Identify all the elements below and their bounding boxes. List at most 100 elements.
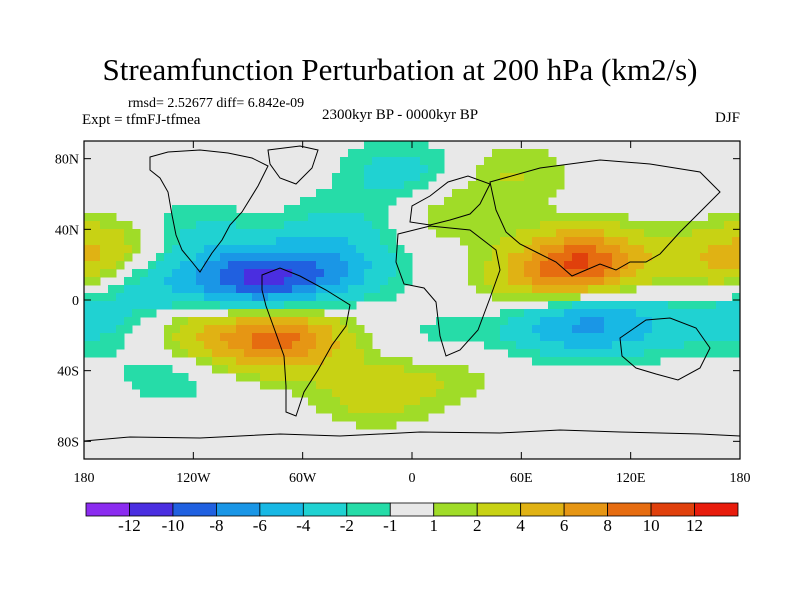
contour-cell [476,253,485,262]
contour-cell [668,349,677,358]
contour-cell [300,373,309,382]
contour-cell [172,381,181,390]
contour-cell [716,245,725,254]
contour-cell [620,341,629,350]
contour-cell [236,333,245,342]
contour-cell [188,317,197,326]
contour-cell [620,357,629,366]
colorbar-label: 8 [603,516,612,535]
contour-cell [284,285,293,294]
contour-cell [468,277,477,286]
contour-cell [204,301,213,310]
contour-cell [212,285,221,294]
contour-cell [580,261,589,270]
contour-cell [724,245,733,254]
contour-cell [244,261,253,270]
contour-cell [164,221,173,230]
contour-cell [612,253,621,262]
contour-cell [652,341,661,350]
contour-cell [508,173,517,182]
contour-cell [372,229,381,238]
contour-cell [708,221,717,230]
contour-cell [444,373,453,382]
contour-cell [708,277,717,286]
contour-cell [300,245,309,254]
contour-cell [284,349,293,358]
contour-cell [276,269,285,278]
contour-cell [604,333,613,342]
contour-cell [524,173,533,182]
contour-cell [420,365,429,374]
contour-cell [316,301,325,310]
contour-cell [452,373,461,382]
contour-cell [516,341,525,350]
coast-asia [489,159,721,277]
contour-cell [156,285,165,294]
contour-cell [204,333,213,342]
contour-cell [300,389,309,398]
contour-cell [292,245,301,254]
contour-cell [356,197,365,206]
contour-cell [348,237,357,246]
colorbar-swatch [215,502,261,517]
contour-cell [684,269,693,278]
contour-cell [412,165,421,174]
contour-cell [732,229,740,238]
contour-cell [404,165,413,174]
contour-cell [324,341,333,350]
contour-cell [588,277,597,286]
contour-cell [436,365,445,374]
contour-cell [364,213,373,222]
contour-cell [492,341,501,350]
contour-cell [124,325,133,334]
contour-cell [132,293,141,302]
contour-cell [356,189,365,198]
contour-cell [84,245,93,254]
contour-cell [164,301,173,310]
contour-cell [604,253,613,262]
contour-cell [516,253,525,262]
contour-cell [92,245,101,254]
lon-tick-label: 60W [289,471,317,486]
contour-cell [692,221,701,230]
contour-cell [724,221,733,230]
contour-cell [132,309,141,318]
contour-cell [204,269,213,278]
contour-cell [732,213,740,222]
contour-cell [540,245,549,254]
contour-cell [372,205,381,214]
contour-cell [340,405,349,414]
contour-cell [692,333,701,342]
contour-cell [532,197,541,206]
contour-cell [652,325,661,334]
contour-cell [220,229,229,238]
contour-cell [140,285,149,294]
contour-cell [668,277,677,286]
contour-cell [284,221,293,230]
colorbar-swatch [650,502,695,517]
contour-cell [204,325,213,334]
contour-cell [636,221,645,230]
contour-cell [516,205,525,214]
contour-cell [692,269,701,278]
contour-cell [316,269,325,278]
contour-cell [508,197,517,206]
contour-cell [436,165,445,174]
contour-cell [548,245,557,254]
contour-cell [108,325,117,334]
contour-cell [476,325,485,334]
contour-cell [212,245,221,254]
contour-cell [444,365,453,374]
contour-cell [588,333,597,342]
contour-cell [316,333,325,342]
contour-cell [484,317,493,326]
contour-cell [188,381,197,390]
contour-cell [180,245,189,254]
contour-cell [212,261,221,270]
contour-cell [356,373,365,382]
contour-cell [148,309,157,318]
contour-cell [372,389,381,398]
colorbar-swatch [172,502,217,517]
colorbar: -12 -10 -8 -6 -4 -2 -1 1 2 4 6 8 10 12 [85,502,739,535]
contour-cell [500,317,509,326]
